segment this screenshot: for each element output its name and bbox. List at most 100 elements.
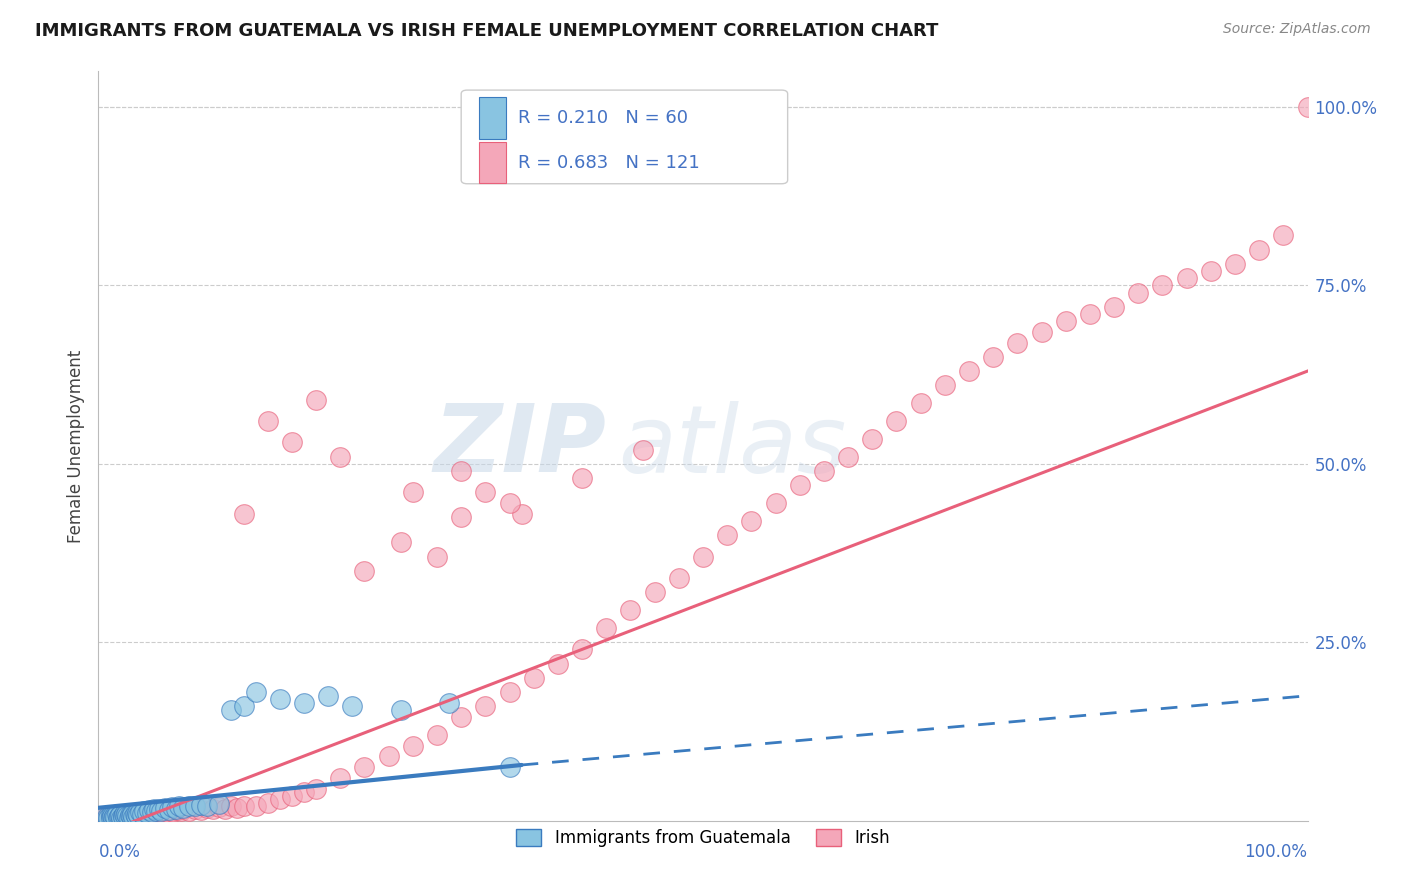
Point [153, 801, 176, 815]
Point [104, 810, 127, 824]
Point [981, 350, 1004, 364]
Point [117, 811, 139, 825]
Bar [479, 97, 506, 138]
Point [619, 603, 641, 617]
Point [179, 804, 201, 818]
Point [110, 808, 132, 822]
Point [232, 699, 254, 714]
Point [232, 507, 254, 521]
Legend: Immigrants from Guatemala, Irish: Immigrants from Guatemala, Irish [510, 822, 896, 854]
Point [474, 699, 496, 714]
Point [450, 710, 472, 724]
Point [129, 808, 152, 822]
Point [96, 809, 118, 823]
Point [450, 510, 472, 524]
Point [1007, 335, 1029, 350]
Point [155, 805, 177, 819]
Point [111, 808, 134, 822]
Point [190, 803, 212, 817]
Point [97, 812, 120, 826]
Point [668, 571, 690, 585]
Point [125, 807, 148, 822]
Point [245, 685, 267, 699]
Point [256, 414, 278, 428]
Point [120, 809, 142, 823]
Point [141, 806, 163, 821]
Point [1272, 228, 1295, 243]
Point [100, 808, 122, 822]
Point [269, 792, 291, 806]
Point [115, 808, 138, 822]
Point [169, 799, 191, 814]
Point [152, 806, 174, 821]
Point [498, 760, 520, 774]
Point [131, 806, 153, 821]
Point [101, 811, 124, 825]
Point [128, 805, 150, 819]
Text: 0.0%: 0.0% [98, 843, 141, 861]
Point [114, 809, 136, 823]
Point [571, 642, 593, 657]
Point [498, 685, 520, 699]
Point [595, 621, 617, 635]
Point [157, 805, 180, 820]
Point [157, 803, 180, 817]
Point [135, 809, 157, 823]
Point [118, 807, 141, 822]
Point [172, 801, 194, 815]
Point [162, 805, 184, 819]
Point [498, 496, 520, 510]
Point [135, 807, 157, 822]
Point [127, 808, 149, 822]
Point [108, 807, 131, 822]
Point [329, 450, 352, 464]
Point [402, 739, 425, 753]
Point [96, 810, 118, 824]
Point [143, 808, 166, 822]
Point [124, 808, 146, 822]
Point [103, 808, 125, 822]
Point [100, 808, 122, 822]
Point [98, 808, 121, 822]
Point [125, 808, 148, 822]
Point [353, 760, 375, 774]
Point [353, 564, 375, 578]
Point [118, 811, 141, 825]
Point [437, 696, 460, 710]
Point [232, 798, 254, 813]
Point [316, 689, 339, 703]
Point [94, 811, 117, 825]
Point [124, 807, 146, 822]
Point [221, 703, 243, 717]
Point [143, 802, 166, 816]
Point [1296, 100, 1319, 114]
Point [104, 812, 127, 826]
Point [957, 364, 980, 378]
Point [100, 811, 122, 825]
Point [108, 809, 131, 823]
Point [148, 807, 170, 822]
Point [281, 789, 304, 803]
Point [292, 785, 315, 799]
Point [523, 671, 546, 685]
Point [1102, 300, 1125, 314]
Point [184, 799, 207, 814]
Point [190, 797, 212, 812]
Point [208, 797, 231, 812]
Point [342, 699, 364, 714]
Point [860, 432, 883, 446]
Text: atlas: atlas [619, 401, 846, 491]
Point [112, 806, 135, 821]
Point [716, 528, 738, 542]
Point [120, 805, 142, 820]
Point [934, 378, 956, 392]
Point [160, 800, 183, 814]
Point [256, 796, 278, 810]
Point [138, 803, 160, 817]
Point [111, 810, 134, 824]
Point [450, 464, 472, 478]
Point [1078, 307, 1101, 321]
Point [101, 809, 124, 823]
Point [107, 810, 129, 824]
Point [1199, 264, 1222, 278]
